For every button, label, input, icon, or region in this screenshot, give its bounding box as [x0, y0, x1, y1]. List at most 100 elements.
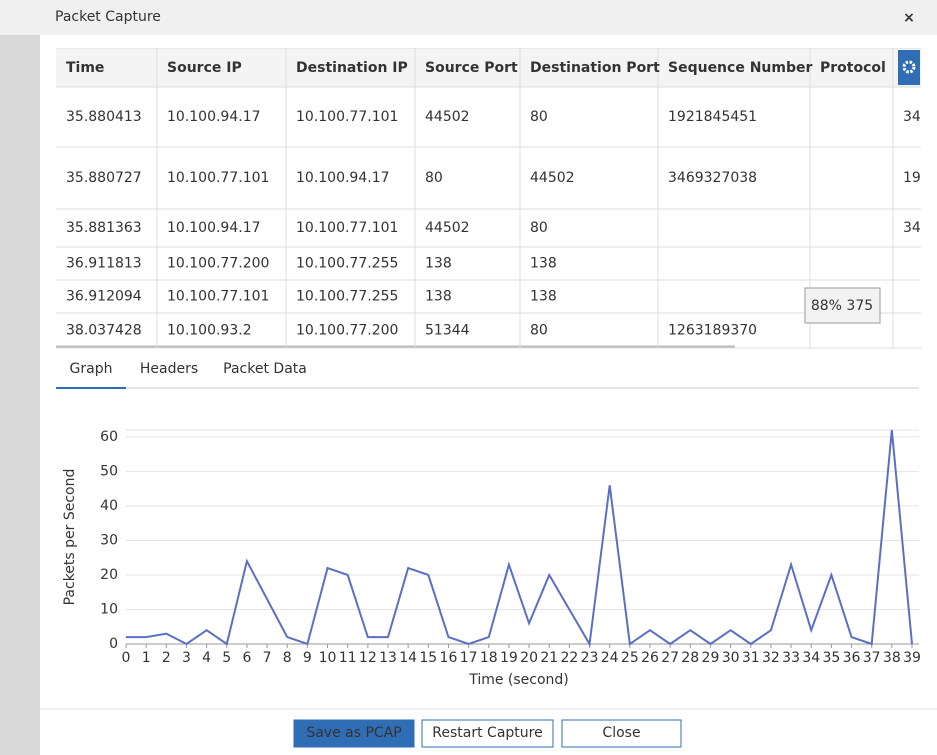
dialog-header	[0, 0, 937, 35]
table-cell: 10.100.77.255	[296, 289, 398, 305]
button[interactable]	[561, 719, 682, 748]
x-tick-label: 39	[903, 650, 921, 666]
packet-table: Time Source IP Destination IP Source Port De…	[56, 48, 921, 349]
x-tick-label: 20	[520, 650, 538, 666]
x-tick-label: 2	[162, 650, 171, 666]
x-tick-label: 11	[339, 650, 357, 666]
x-tick-label: 12	[359, 650, 377, 666]
y-tick-label: 10	[100, 601, 118, 617]
x-tick-label: 33	[782, 650, 800, 666]
table-cell: 34	[903, 220, 921, 236]
x-tick-label: 34	[802, 650, 820, 666]
x-tick-label: 4	[202, 650, 211, 666]
button[interactable]	[293, 719, 415, 748]
y-tick-label: 20	[100, 567, 118, 583]
table-header-bg	[56, 48, 921, 87]
tab[interactable]: Graph	[70, 361, 113, 377]
x-tick-label: 13	[379, 650, 397, 666]
x-tick-label: 24	[601, 650, 619, 666]
y-axis-label: Packets per Second	[62, 469, 78, 606]
tooltip-box	[804, 287, 881, 324]
x-tick-label: 28	[681, 650, 699, 666]
x-tick-label: 10	[319, 650, 337, 666]
settings-button[interactable]	[898, 50, 920, 85]
x-tick-label: 37	[863, 650, 881, 666]
dialog-title: Packet Capture	[55, 9, 161, 25]
table-cell: 10.100.77.200	[167, 256, 269, 272]
table-cell: 36.911813	[66, 256, 142, 272]
x-tick-label: 30	[722, 650, 740, 666]
x-tick-label: 38	[883, 650, 901, 666]
table-cell: 1263189370	[668, 323, 757, 339]
y-tick-label: 40	[100, 498, 118, 514]
x-tick-label: 8	[283, 650, 292, 666]
table-cell: 138	[425, 289, 452, 305]
table-cell: 19	[903, 170, 921, 186]
table-cell: 10.100.77.101	[296, 109, 398, 125]
table-cell: 10.100.77.101	[167, 289, 269, 305]
table-cell: 10.100.77.255	[296, 256, 398, 272]
table-cell: 35.881363	[66, 220, 142, 236]
table-cell: 10.100.94.17	[167, 109, 261, 125]
x-tick-label: 22	[560, 650, 578, 666]
x-tick-label: 26	[641, 650, 659, 666]
button-label[interactable]: Restart Capture	[432, 725, 542, 741]
y-tick-label: 30	[100, 532, 118, 548]
x-tick-label: 9	[303, 650, 312, 666]
table-cell: 36.912094	[66, 289, 142, 305]
column-header[interactable]: Sequence Number	[668, 60, 812, 76]
table-cell: 10.100.94.17	[167, 220, 261, 236]
button[interactable]	[421, 719, 554, 748]
tab[interactable]: Headers	[140, 361, 198, 377]
x-tick-label: 14	[399, 650, 417, 666]
x-tick-label: 3	[182, 650, 191, 666]
column-header[interactable]: Destination Port	[530, 60, 660, 76]
x-tick-label: 31	[742, 650, 760, 666]
table-cell: 138	[530, 256, 557, 272]
table-cell: 138	[425, 256, 452, 272]
table-cell: 1921845451	[668, 109, 757, 125]
x-axis-label: Time (second)	[468, 672, 569, 688]
table-cell: 80	[530, 220, 548, 236]
table-cell: 10.100.94.17	[296, 170, 390, 186]
table-cell: 10.100.77.101	[296, 220, 398, 236]
tooltip: 88% 375	[811, 298, 873, 314]
column-header[interactable]: Destination IP	[296, 60, 408, 76]
x-tick-label: 0	[122, 650, 131, 666]
x-tick-label: 1	[142, 650, 151, 666]
backdrop	[0, 0, 40, 755]
close-icon[interactable]: ×	[903, 10, 915, 26]
x-tick-label: 32	[762, 650, 780, 666]
x-tick-label: 6	[242, 650, 251, 666]
y-tick-label: 50	[100, 463, 118, 479]
table-cell: 10.100.93.2	[167, 323, 252, 339]
table-cell: 44502	[530, 170, 575, 186]
data-line	[126, 429, 913, 648]
gear-icon	[902, 60, 916, 74]
column-header[interactable]: Time	[66, 60, 104, 76]
x-tick-label: 5	[222, 650, 231, 666]
column-header[interactable]: Source IP	[167, 60, 242, 76]
column-header[interactable]: Source Port	[425, 60, 518, 76]
tab[interactable]: Packet Data	[223, 361, 307, 377]
table-cell: 10.100.77.200	[296, 323, 398, 339]
x-tick-label: 16	[440, 650, 458, 666]
x-tick-label: 23	[581, 650, 599, 666]
table-cell: 80	[530, 323, 548, 339]
x-tick-label: 35	[822, 650, 840, 666]
button-label[interactable]: Save as PCAP	[306, 725, 401, 741]
x-tick-label: 29	[702, 650, 720, 666]
column-header[interactable]: Protocol	[820, 60, 886, 76]
table-cell: 10.100.77.101	[167, 170, 269, 186]
x-tick-label: 25	[621, 650, 639, 666]
x-tick-label: 19	[500, 650, 518, 666]
y-tick-label: 60	[100, 429, 118, 445]
x-tick-label: 27	[661, 650, 679, 666]
x-tick-label: 21	[540, 650, 558, 666]
x-tick-label: 36	[843, 650, 861, 666]
button-label[interactable]: Close	[602, 725, 640, 741]
table-cell: 138	[530, 289, 557, 305]
